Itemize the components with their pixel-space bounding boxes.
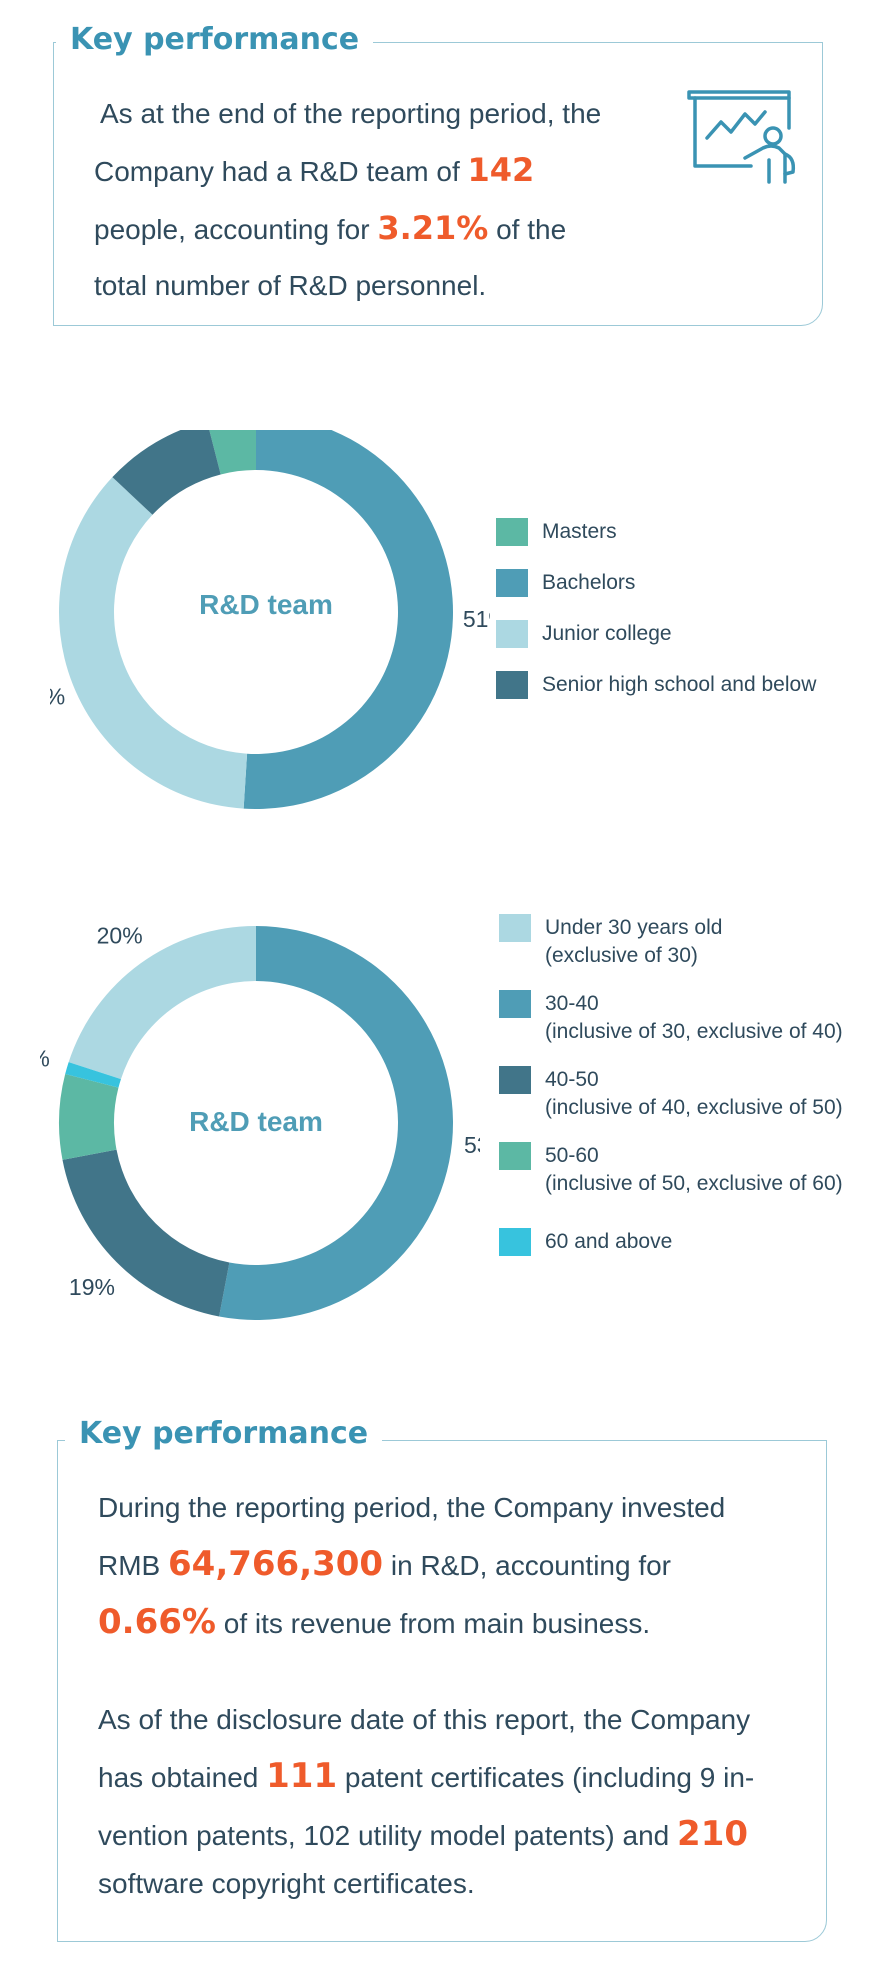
donut-chart-education: 4%51%36%9% R&D team: [19, 371, 509, 830]
legend-label-line-1: (exclusive of 30): [545, 944, 698, 967]
legend-label-line-0: 30-40: [545, 992, 599, 1015]
legend-item-3: Senior high school and below: [496, 671, 816, 699]
donut-slice-4: [65, 1062, 121, 1088]
key-performance-title-1: Key performance: [56, 20, 374, 60]
donut-slice-1: [243, 415, 454, 810]
revenue-share-value: 0.66%: [98, 1602, 216, 1642]
legend-swatch: [496, 620, 528, 648]
legend-item-4: 60 and above: [499, 1228, 672, 1256]
legend-label-line-0: Senior high school and below: [542, 673, 817, 696]
legend-swatch: [499, 914, 531, 942]
legend-swatch: [499, 990, 531, 1018]
kp2-p2-line-4: software copyright certificates.: [98, 1868, 475, 1899]
data-label-1: 53%: [464, 1132, 480, 1158]
kp2-p1-line-3: 0.66% of its revenue from main business.: [98, 1594, 754, 1652]
key-performance-text-1: As at the end of the reporting period, t…: [94, 86, 601, 314]
kp2-p2-line-1: As of the disclosure date of this report…: [98, 1704, 751, 1735]
legend-label-line-0: 40-50: [545, 1068, 599, 1091]
legend-swatch: [499, 1142, 531, 1170]
kp1-line-4: total number of R&D personnel.: [94, 270, 487, 301]
kp1-line-2-text: Company had a R&D team of: [94, 156, 468, 187]
team-share-value: 3.21%: [377, 209, 489, 247]
kp1-line-2: Company had a R&D team of 142: [94, 142, 601, 200]
legend-swatch: [499, 1066, 531, 1094]
legend-item-2: Junior college: [496, 620, 672, 648]
copyright-count-value: 210: [677, 1814, 749, 1854]
legend-item-1: Bachelors: [496, 569, 635, 597]
data-label-2: 36%: [50, 684, 65, 710]
donut-slice-0: [207, 415, 256, 475]
data-label-3: 7%: [40, 1103, 41, 1129]
legend-label: Under 30 years old (exclusive of 30): [545, 914, 722, 970]
legend-label-line-1: (inclusive of 40, exclusive of 50): [545, 1096, 843, 1119]
legend-label: 60 and above: [545, 1228, 672, 1256]
rd-investment-value: 64,766,300: [168, 1544, 384, 1584]
legend-label-line-0: Bachelors: [542, 571, 636, 594]
legend-label-line-0: 60 and above: [545, 1230, 673, 1253]
donut-chart-age-svg: 20% 53% 19% 7% 1% R&D team: [7, 922, 510, 1320]
legend-item-0: Masters: [496, 518, 617, 546]
legend-label: Masters: [542, 518, 617, 546]
legend-label-line-0: Under 30 years old: [545, 916, 723, 939]
kp2-p2-line-3-text: vention patents, 102 utility model paten…: [98, 1820, 678, 1851]
legend-label: 50-60 (inclusive of 50, exclusive of 60): [545, 1142, 843, 1198]
legend-label-line-0: 50-60: [545, 1144, 599, 1167]
donut-chart-education-svg: 4%51%36%9% R&D team: [19, 371, 509, 810]
legend-label: 30-40 (inclusive of 30, exclusive of 40): [545, 990, 843, 1046]
legend-swatch: [496, 569, 528, 597]
data-label-2: 19%: [69, 1274, 115, 1300]
donut-slice-1: [219, 926, 454, 1320]
patent-count-value: 111: [266, 1756, 338, 1796]
legend-swatch: [496, 671, 528, 699]
legend-item-2: 40-50 (inclusive of 40, exclusive of 50): [499, 1066, 843, 1122]
kp2-p1-line-2-post: in R&D, accounting for: [383, 1550, 672, 1581]
kp2-p2-line-3: vention patents, 102 utility model paten…: [98, 1806, 754, 1864]
kp1-line-1: As at the end of the reporting period, t…: [100, 98, 602, 129]
legend-label-line-1: (inclusive of 30, exclusive of 40): [545, 1020, 843, 1043]
chart1-center-label: R&D team: [199, 589, 333, 620]
legend-label: 40-50 (inclusive of 40, exclusive of 50): [545, 1066, 843, 1122]
kp2-p2-line-2: has obtained 111 patent certificates (in…: [98, 1748, 754, 1806]
kp2-p2-line-2-text: has obtained: [98, 1762, 267, 1793]
legend-label: Junior college: [542, 620, 672, 648]
kp2-p1-line-2-text: RMB: [98, 1550, 168, 1581]
data-label-1: 51%: [463, 606, 490, 632]
key-performance-text-2: During the reporting period, the Company…: [98, 1480, 754, 1912]
key-performance-box-1: [53, 42, 823, 326]
kp2-p1-line-3-post: of its revenue from main business.: [215, 1608, 651, 1639]
legend-item-3: 50-60 (inclusive of 50, exclusive of 60): [499, 1142, 843, 1198]
key-performance-box-2: [57, 1440, 827, 1942]
legend-item-1: 30-40 (inclusive of 30, exclusive of 40): [499, 990, 843, 1046]
team-size-value: 142: [467, 151, 535, 189]
legend-label: Bachelors: [542, 569, 635, 597]
kp2-spacer: [98, 1652, 754, 1692]
legend-swatch: [496, 518, 528, 546]
donut-chart-age: 20% 53% 19% 7% 1% R&D team: [7, 890, 510, 1350]
donut-slice-2: [59, 477, 248, 809]
key-performance-title-2: Key performance: [65, 1414, 383, 1454]
data-label-4: 1%: [40, 1045, 50, 1071]
donut-slice-3: [59, 1074, 119, 1160]
donut-slice-2: [62, 1149, 230, 1317]
presentation-chart-icon: [685, 88, 803, 192]
kp2-p1-line-2: RMB 64,766,300 in R&D, accounting for: [98, 1536, 754, 1594]
kp2-p1-line-1: During the reporting period, the Company…: [98, 1492, 726, 1523]
data-label-0: 20%: [97, 922, 143, 948]
kp1-line-3: people, accounting for 3.21% of the: [94, 200, 601, 258]
kp2-p2-line-2-post: patent certificates (including 9 in-: [337, 1762, 755, 1793]
donut-slice-3: [112, 421, 221, 515]
chart2-center-label: R&D team: [189, 1106, 323, 1137]
legend-label-line-0: Junior college: [542, 622, 672, 645]
legend-swatch: [499, 1228, 531, 1256]
legend-label-line-0: Masters: [542, 520, 617, 543]
donut-slice-0: [68, 926, 256, 1080]
legend-item-0: Under 30 years old (exclusive of 30): [499, 914, 722, 970]
kp1-line-3-post: of the: [488, 214, 567, 245]
kp1-line-3-text: people, accounting for: [94, 214, 378, 245]
legend-label-line-1: (inclusive of 50, exclusive of 60): [545, 1172, 843, 1195]
legend-label: Senior high school and below: [542, 671, 816, 699]
